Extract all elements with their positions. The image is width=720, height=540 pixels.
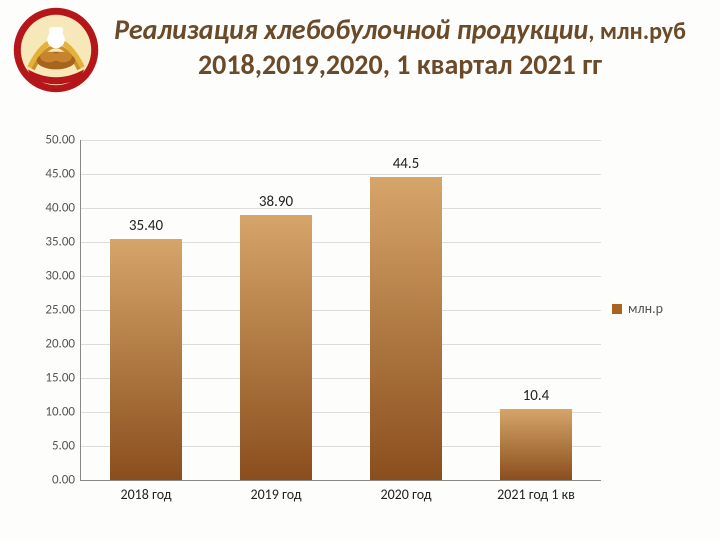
ytick-label: 5.00 (52, 439, 81, 454)
xtick-label: 2018 год (120, 480, 171, 503)
xtick-label: 2021 год 1 кв (497, 480, 575, 503)
ytick-label: 0.00 (52, 473, 81, 488)
title-unit: , млн.руб (588, 17, 686, 46)
ytick-label: 15.00 (45, 371, 81, 386)
bar-value-label: 38.90 (259, 193, 293, 211)
xtick-label: 2020 год (380, 480, 431, 503)
bar: 38.90 (240, 215, 312, 480)
bar-value-label: 44.5 (393, 155, 420, 173)
bar-value-label: 10.4 (523, 387, 550, 405)
bar-fill (110, 239, 182, 480)
plot-area: 0.005.0010.0015.0020.0025.0030.0035.0040… (80, 140, 601, 481)
ytick-label: 20.00 (45, 337, 81, 352)
ytick-label: 35.00 (45, 235, 81, 250)
ytick-label: 30.00 (45, 269, 81, 284)
bar-value-label: 35.40 (129, 217, 163, 235)
legend-swatch-icon (612, 304, 622, 314)
xtick-label: 2019 год (250, 480, 301, 503)
bar: 10.4 (500, 409, 572, 480)
legend: млн.р (612, 300, 663, 317)
bar-fill (370, 177, 442, 480)
ytick-label: 10.00 (45, 405, 81, 420)
gridline (81, 174, 601, 175)
bar-fill (500, 409, 572, 480)
title-subline: 2018,2019,2020, 1 квартал 2021 гг (100, 47, 700, 82)
bar: 44.5 (370, 177, 442, 480)
ytick-label: 50.00 (45, 133, 81, 148)
zainsk-hleb-logo-icon (12, 6, 100, 94)
legend-label: млн.р (628, 300, 663, 317)
ytick-label: 40.00 (45, 201, 81, 216)
title-main: Реализация хлебобулочной продукции (114, 12, 588, 47)
bar: 35.40 (110, 239, 182, 480)
gridline (81, 208, 601, 209)
revenue-chart: 0.00 5.00 10.00 15.00 20.00 25.00 30.00 35.00 40… (20, 140, 700, 520)
ytick-label: 45.00 (45, 167, 81, 182)
slide: Реализация хлебобулочной продукции, млн.… (0, 0, 720, 540)
bar-fill (240, 215, 312, 480)
gridline (81, 140, 601, 141)
page-title: Реализация хлебобулочной продукции, млн.… (100, 12, 700, 82)
ytick-label: 25.00 (45, 303, 81, 318)
